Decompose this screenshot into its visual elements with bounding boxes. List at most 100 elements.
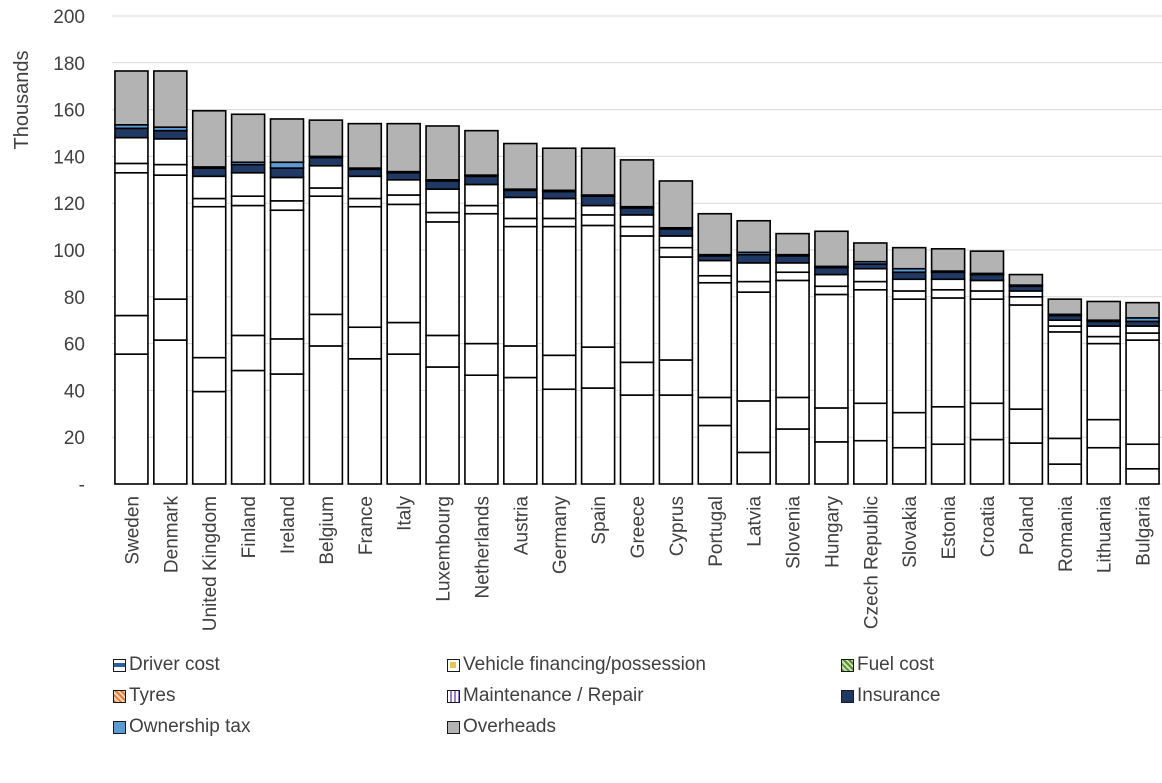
bar-segment-2: [541, 225, 577, 357]
bar-segment-1: [386, 321, 421, 355]
bar-segment-1: [230, 334, 266, 372]
bar-segment-0: [464, 374, 499, 485]
bar-segment-4: [814, 273, 849, 288]
x-tick-label: Hungary: [822, 496, 843, 568]
bar-segment-3: [969, 290, 1005, 300]
bar-segment-5: [308, 156, 344, 167]
bar-segment-7: [230, 113, 266, 164]
bar-segment-7: [969, 250, 1005, 275]
fuel-swatch-icon: [841, 658, 854, 672]
bar-segment-7: [464, 129, 499, 176]
x-tick-label: Austria: [511, 496, 532, 556]
bar-segment-0: [619, 394, 655, 485]
bar-segment-4: [930, 278, 966, 291]
overheads-swatch-icon: [447, 720, 460, 734]
bar-segment-7: [347, 122, 383, 169]
bar-segment-1: [1086, 418, 1121, 449]
x-tick-label: Belgium: [317, 496, 338, 565]
bar-segment-2: [697, 281, 733, 399]
legend-item-overheads: Overheads: [447, 716, 841, 738]
bar-segment-2: [269, 209, 305, 340]
bar-segment-7: [153, 70, 188, 128]
bar-segment-3: [930, 288, 966, 299]
bar-segment-2: [114, 171, 149, 317]
bar-segment-4: [891, 278, 927, 292]
bar-segment-0: [386, 353, 421, 485]
bar-segment-4: [191, 175, 227, 200]
bar-segment-1: [580, 346, 616, 389]
bar-segment-3: [347, 197, 383, 208]
bar-segment-4: [1047, 319, 1083, 327]
bar-segment-7: [580, 147, 616, 196]
bar-segment-1: [1047, 437, 1083, 465]
bar-segment-3: [736, 280, 771, 293]
bar-segment-4: [269, 176, 305, 202]
bar-segment-0: [541, 388, 577, 485]
bar-segment-0: [347, 358, 383, 485]
bar-segment-1: [191, 356, 227, 393]
bar-segment-3: [658, 246, 694, 258]
legend-item-tyres: Tyres: [113, 685, 447, 707]
y-tick-label: 180: [53, 54, 85, 75]
bar-segment-3: [697, 274, 733, 284]
bar-segment-4: [541, 197, 577, 220]
bar-segment-5: [191, 167, 227, 178]
bar-segment-2: [1086, 342, 1121, 421]
bar-segment-3: [580, 214, 616, 227]
bar-segment-5: [464, 175, 499, 186]
bar-segment-5: [580, 195, 616, 207]
legend-label: Fuel cost: [857, 654, 935, 675]
y-tick-label: 80: [64, 288, 85, 309]
bar-segment-7: [191, 109, 227, 168]
legend-item-insurance: Insurance: [841, 685, 1141, 707]
bar-segment-1: [153, 298, 188, 341]
bar-segment-0: [853, 439, 888, 485]
bar-segment-4: [1008, 290, 1044, 298]
bar-segment-2: [1125, 339, 1160, 446]
bar-segment-0: [230, 369, 266, 485]
bar-segment-0: [930, 443, 966, 485]
legend-item-ownership-tax: Ownership tax: [113, 716, 447, 738]
bar-segment-4: [425, 188, 460, 214]
bar-segment-7: [1008, 273, 1044, 286]
x-tick-label: Romania: [1056, 496, 1077, 572]
x-tick-label: Portugal: [706, 496, 727, 567]
bar-segment-3: [308, 187, 344, 197]
bar-segment-4: [619, 214, 655, 228]
bar-segment-0: [1008, 442, 1044, 485]
y-tick-label: 200: [53, 7, 85, 28]
legend-item-maintenance: Maintenance / Repair: [447, 685, 841, 707]
maintenance-swatch-icon: [447, 689, 460, 703]
bar-segment-3: [1125, 332, 1160, 341]
financing-swatch-icon: [447, 658, 460, 672]
bar-segment-3: [386, 194, 421, 206]
bar-segment-1: [736, 400, 771, 454]
x-tick-label: Netherlands: [472, 496, 493, 598]
bar-segment-3: [814, 285, 849, 296]
ownership-swatch-icon: [113, 720, 126, 734]
bar-segment-3: [1047, 325, 1083, 333]
bar-segment-7: [114, 70, 149, 126]
bar-segment-2: [930, 297, 966, 408]
bar-segment-1: [697, 396, 733, 427]
bar-segment-1: [619, 361, 655, 396]
bar-segment-7: [736, 219, 771, 254]
bar-segment-1: [930, 405, 966, 446]
bar-segment-1: [658, 359, 694, 396]
bar-segment-3: [191, 197, 227, 208]
bar-segment-5: [269, 167, 305, 179]
bar-segment-1: [308, 313, 344, 347]
bar-segment-4: [386, 179, 421, 196]
bar-segment-4: [114, 136, 149, 165]
bar-segment-5: [230, 163, 266, 174]
bar-segment-0: [775, 428, 810, 485]
x-tick-label: Denmark: [161, 496, 182, 574]
bar-segment-2: [775, 279, 810, 399]
bar-segment-5: [386, 171, 421, 181]
bar-segment-5: [503, 189, 538, 199]
y-tick-label: -: [79, 475, 85, 496]
bar-segment-4: [697, 259, 733, 277]
y-tick-label: 40: [64, 381, 85, 402]
bar-segment-7: [619, 159, 655, 208]
